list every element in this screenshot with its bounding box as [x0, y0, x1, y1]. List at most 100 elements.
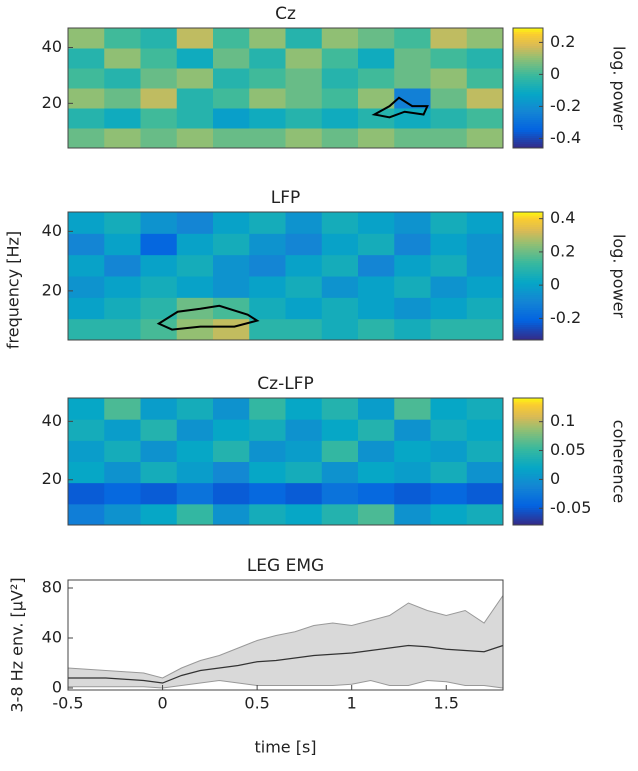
heat-cell [321, 440, 359, 462]
heat-cell [140, 482, 178, 505]
colorbar-segment [513, 136, 543, 139]
heat-cell [394, 254, 431, 277]
colorbar-frame [512, 397, 544, 526]
heat-cell [176, 503, 214, 526]
heat-cell [140, 297, 178, 320]
colorbar-tick-label: 0 [550, 64, 560, 83]
colorbar-segment [513, 286, 543, 290]
colorbar-segment [513, 472, 543, 475]
colorbar-segment [513, 278, 543, 281]
heat-cell [358, 440, 395, 462]
heat-cell [213, 440, 250, 462]
heat-cell [140, 233, 178, 256]
heat-cell [68, 254, 105, 277]
heat-cell [466, 88, 504, 109]
colorbar-segment [513, 491, 543, 494]
colorbar-segment [513, 480, 543, 484]
heat-cell [68, 68, 105, 89]
colorbar-segment [513, 293, 543, 296]
heat-cell [104, 254, 141, 277]
colorbar-segment [513, 431, 543, 435]
colorbar-segment [513, 414, 543, 418]
colorbar-segment [513, 94, 543, 97]
y-tick-label: 20 [42, 280, 62, 299]
heat-cell [176, 461, 214, 484]
y-tick-label: 0 [52, 678, 62, 697]
colorbar-segment [513, 220, 543, 224]
y-tick-label: 40 [42, 221, 62, 240]
heat-cell [140, 128, 178, 149]
colorbar-segment [513, 438, 543, 441]
heat-cell [68, 461, 105, 484]
heat-cell [321, 68, 359, 89]
colorbar-segment [513, 248, 543, 251]
colorbar-segment [513, 284, 543, 288]
colorbar-label: coherence [610, 420, 629, 503]
colorbar-segment [513, 446, 543, 450]
heat-cell [466, 254, 504, 277]
heat-cell [140, 461, 178, 484]
heat-cell [321, 254, 359, 277]
colorbar-segment [513, 290, 543, 294]
colorbar-segment [513, 299, 543, 303]
colorbar-segment [513, 52, 543, 55]
colorbar-segment [513, 142, 543, 145]
colorbar-segment [513, 34, 543, 37]
heat-cell [140, 48, 178, 69]
heat-cell [430, 503, 468, 526]
heat-cell [213, 88, 250, 109]
colorbar-segment [513, 327, 543, 330]
colorbar-segment [513, 499, 543, 503]
colorbar-segment [513, 218, 543, 222]
heat-cell [104, 48, 141, 69]
colorbar-segment [513, 100, 543, 103]
heat-cell [285, 254, 323, 277]
colorbar-segment [513, 267, 543, 271]
heat-cell [140, 68, 178, 89]
y-tick-label: 20 [42, 469, 62, 488]
colorbar-segment [513, 54, 543, 57]
heat-cell [430, 28, 468, 49]
heat-cell [213, 128, 250, 149]
heat-cell [176, 68, 214, 89]
colorbar-segment [513, 110, 543, 113]
colorbar-segment [513, 316, 543, 320]
heat-cell [213, 398, 250, 420]
colorbar-segment [513, 295, 543, 298]
colorbar-segment [513, 222, 543, 226]
colorbar-tick-label: -0.4 [550, 128, 581, 147]
colorbar-segment [513, 512, 543, 515]
heat-cell [394, 461, 431, 484]
heat-cell [68, 398, 105, 420]
heat-cell [466, 503, 504, 526]
heat-cell [358, 212, 395, 234]
colorbar-segment [513, 325, 543, 328]
heat-cell [213, 108, 250, 129]
heat-cell [466, 297, 504, 320]
heat-cell [140, 88, 178, 109]
colorbar-segment [513, 126, 543, 129]
heat-cell [321, 461, 359, 484]
colorbar-segment [513, 476, 543, 479]
colorbar-segment [513, 256, 543, 260]
heat-cell [176, 28, 214, 49]
colorbar-segment [513, 465, 543, 469]
heat-cell [466, 212, 504, 234]
heat-cell [68, 28, 105, 49]
heat-cell [430, 88, 468, 109]
colorbar-segment [513, 146, 543, 149]
heat-cell [430, 108, 468, 129]
colorbar-segment [513, 60, 543, 63]
colorbar-segment [513, 478, 543, 482]
heat-cell [394, 398, 431, 420]
colorbar-frame [512, 211, 544, 341]
heat-cell [430, 233, 468, 256]
heat-cell [249, 297, 286, 320]
colorbar-segment [513, 82, 543, 85]
heat-cell [176, 88, 214, 109]
colorbar-segment [513, 134, 543, 137]
heat-cell [466, 482, 504, 505]
colorbar-segment [513, 474, 543, 477]
heat-cell [285, 28, 323, 49]
colorbar-segment [513, 76, 543, 79]
